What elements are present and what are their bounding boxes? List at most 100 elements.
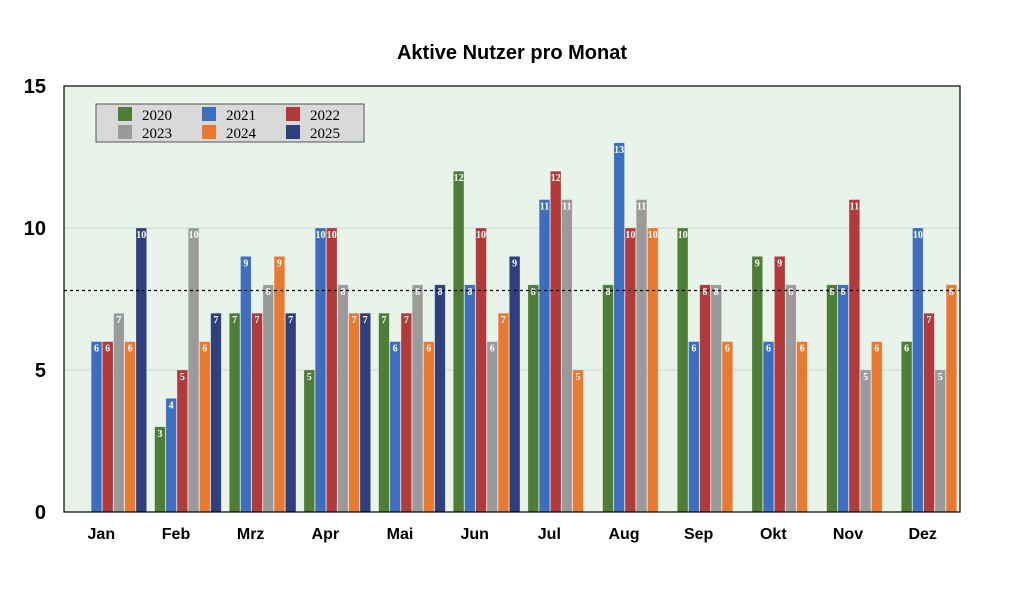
bar-data-label: 12 [551,173,561,184]
bar [538,199,551,513]
bar-data-label: 7 [404,315,409,326]
bar [624,227,636,513]
bar-data-label: 8 [605,287,610,298]
bar-data-label: 8 [949,287,954,298]
y-tick-label: 10 [24,218,46,240]
bar-data-label: 6 [393,344,398,355]
x-tick-label: Okt [760,526,787,543]
bar [378,312,390,513]
bar [796,341,808,513]
bar [497,312,510,513]
bar [135,227,147,513]
bar-data-label: 7 [363,315,368,326]
bar-data-label: 3 [157,429,162,440]
bar [303,369,315,513]
bar [411,284,424,513]
bar [240,256,252,513]
bar-data-label: 9 [243,258,248,269]
legend-swatch [286,107,300,121]
legend-label: 2024 [226,126,257,142]
bar-data-label: 11 [850,202,859,213]
bar-data-label: 10 [476,230,486,241]
bar-data-label: 10 [678,230,688,241]
bar [762,341,775,513]
bar-data-label: 10 [625,230,635,241]
bar [677,227,689,513]
chart-title: Aktive Nutzer pro Monat [397,42,627,64]
bar [945,284,958,513]
bar [348,312,360,513]
bar-data-label: 5 [576,372,581,383]
bar-data-label: 7 [927,315,932,326]
bar-data-label: 6 [202,344,207,355]
bar-data-label: 7 [381,315,386,326]
x-tick-label: Mai [387,526,414,543]
bar [464,284,476,513]
bar-data-label: 8 [714,287,719,298]
bar-data-label: 9 [277,258,282,269]
bar-data-label: 8 [531,287,536,298]
bar [273,256,286,513]
bar [262,284,274,513]
bar [837,284,849,513]
bar [251,312,263,513]
bar [165,398,177,513]
bar [901,341,913,513]
bar-data-label: 5 [180,372,185,383]
bar-data-label: 9 [777,258,782,269]
bar-data-label: 7 [501,315,506,326]
x-tick-label: Sep [684,526,714,543]
bar [337,284,349,513]
x-tick-label: Dez [908,526,936,543]
x-tick-label: Aug [608,526,639,543]
bar [721,341,734,513]
y-tick-label: 0 [35,502,46,524]
legend-label: 2021 [226,108,256,124]
bar [102,341,114,513]
bar-data-label: 8 [340,287,345,298]
bar-data-label: 10 [189,230,199,241]
x-tick-label: Feb [162,526,191,543]
bar [453,170,465,513]
x-tick-label: Mrz [237,526,265,543]
bar [199,341,211,513]
bar [912,227,924,513]
y-axis: 0 5 10 15 [24,76,46,524]
y-tick-label: 15 [24,76,46,98]
bar-data-label: 6 [766,344,771,355]
bar-data-label: 4 [169,400,174,411]
legend-label: 2025 [310,126,340,142]
bar-data-label: 9 [755,258,760,269]
bar [848,199,860,513]
bar-data-label: 11 [637,202,646,213]
bar-data-label: 11 [540,202,549,213]
x-tick-label: Jan [88,526,116,543]
bar [751,256,763,513]
plot-frame [63,85,961,513]
bar-data-label: 6 [904,344,909,355]
legend-label: 2020 [142,108,172,124]
bar-data-label: 10 [316,230,326,241]
bar [187,227,200,513]
bar [285,312,297,513]
bar [210,312,222,513]
bar [635,199,648,513]
bar-data-label: 8 [841,287,846,298]
x-tick-label: Jul [538,526,561,543]
bar-data-label: 7 [288,315,293,326]
bar [774,256,786,513]
bar-data-label: 6 [874,344,879,355]
bar [699,284,711,513]
legend-swatch [202,125,216,139]
bar-data-label: 6 [725,344,730,355]
bar [934,369,946,513]
bar-data-label: 7 [213,315,218,326]
legend-swatch [118,125,132,139]
bar-data-label: 6 [105,344,110,355]
legend-swatch [286,125,300,139]
bar-data-label: 8 [788,287,793,298]
bar [124,341,136,513]
bar-data-label: 8 [703,287,708,298]
